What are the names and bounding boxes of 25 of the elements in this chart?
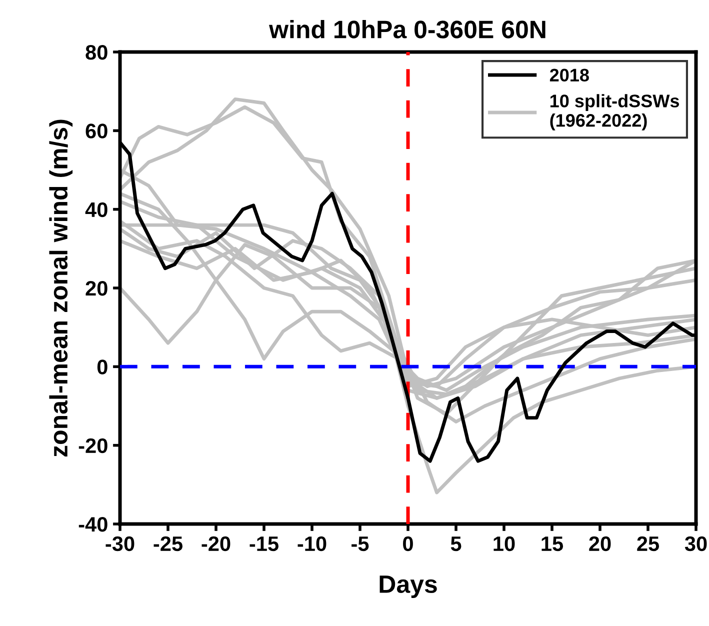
x-tick-label: -30 xyxy=(106,536,134,552)
x-tick-label: -10 xyxy=(298,536,326,552)
y-axis-title: zonal-mean zonal wind (m/s) xyxy=(49,120,73,456)
x-tick-label: 5 xyxy=(450,536,462,552)
y-tick-label: 40 xyxy=(85,202,108,218)
y-tick-label: 20 xyxy=(86,281,108,296)
y-tick-label: 0 xyxy=(97,360,108,374)
x-tick-label: -20 xyxy=(202,536,230,552)
y-tick-label: 60 xyxy=(86,124,108,138)
legend-label: 10 split-dSSWs (1962-2022) xyxy=(550,94,680,130)
x-tick-label: 20 xyxy=(589,536,611,552)
x-tick-label: -25 xyxy=(154,536,182,552)
legend-label: 2018 xyxy=(550,68,589,82)
x-tick-label: 15 xyxy=(542,536,564,552)
x-tick-label: 30 xyxy=(684,536,707,552)
x-tick-label: -5 xyxy=(352,536,369,552)
y-tick-label: -40 xyxy=(78,517,108,532)
x-tick-label: 25 xyxy=(637,536,660,552)
x-tick-label: -15 xyxy=(250,536,278,552)
y-tick-label: -20 xyxy=(78,438,108,454)
x-axis-title: Days xyxy=(380,576,437,598)
y-tick-label: 80 xyxy=(86,45,108,60)
x-tick-label: 10 xyxy=(494,536,515,552)
chart-title: wind 10hPa 0-360E 60N xyxy=(268,20,546,38)
x-tick-label: 0 xyxy=(403,536,413,552)
